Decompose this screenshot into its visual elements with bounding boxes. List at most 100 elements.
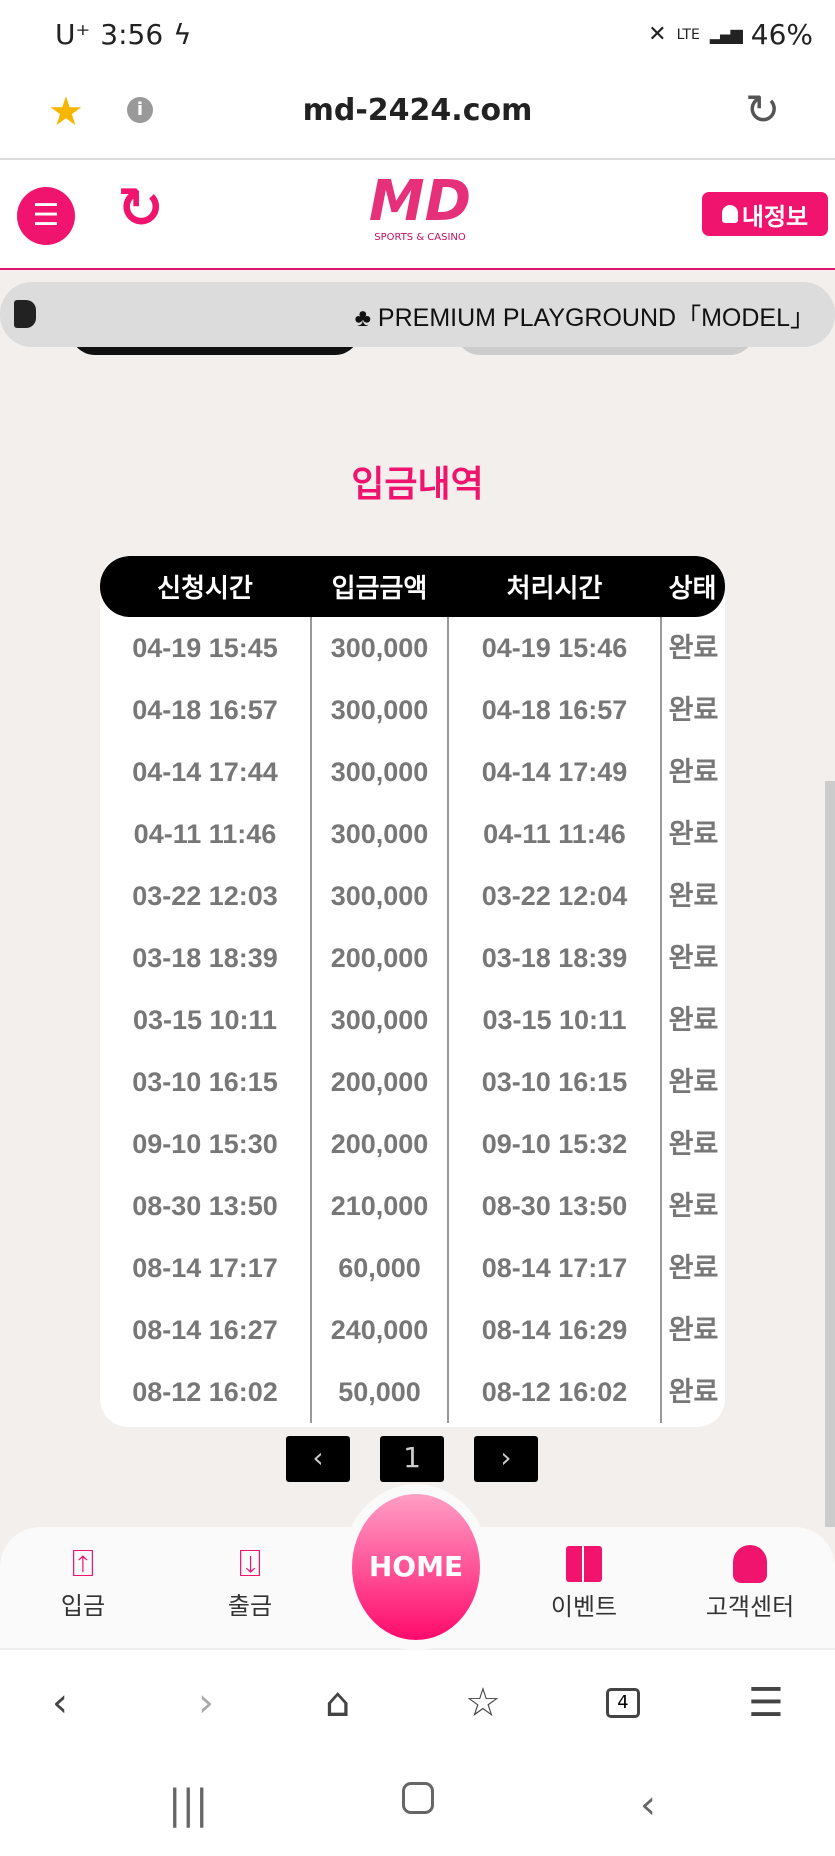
status: 완료 (660, 1051, 725, 1113)
status: 완료 (660, 1175, 725, 1237)
table-row: 03-15 10:11 300,000 03-15 10:11 완료 (100, 989, 725, 1051)
site-header: ☰ ↻ MD SPORTS & CASINO 내정보 (0, 160, 835, 270)
reload-icon[interactable]: ↻ (745, 85, 781, 134)
request-time: 08-12 16:02 (132, 1376, 278, 1407)
processed-time: 09-10 15:32 (481, 1128, 628, 1159)
column-header: 처리시간 (506, 574, 603, 604)
amount: 300,000 (310, 865, 449, 927)
table-row: 08-14 16:27 240,000 08-14 16:29 완료 (100, 1299, 725, 1361)
amount: 300,000 (310, 679, 449, 741)
request-time: 08-14 17:17 (132, 1252, 278, 1283)
gift-icon (524, 1541, 644, 1587)
table-row: 04-18 16:57 300,000 04-18 16:57 완료 (100, 679, 725, 741)
table-row: 03-10 16:15 200,000 03-10 16:15 완료 (100, 1051, 725, 1113)
home-icon[interactable]: ⌂ (325, 1680, 351, 1726)
my-info-button[interactable]: 내정보 (702, 192, 828, 236)
menu-icon[interactable]: ☰ (748, 1680, 784, 1726)
table-row: 04-19 15:45 300,000 04-19 15:46 완료 (100, 617, 725, 679)
amount: 300,000 (310, 989, 449, 1051)
request-time: 08-14 16:27 (132, 1314, 278, 1345)
table-row: 04-14 17:44 300,000 04-14 17:49 완료 (100, 741, 725, 803)
browser-url-bar: ★ i md-2424.com ↻ (0, 71, 835, 160)
table-row: 04-11 11:46 300,000 04-11 11:46 완료 (100, 803, 725, 865)
page-1-button[interactable]: 1 (380, 1436, 444, 1482)
status: 완료 (660, 927, 725, 989)
processed-time: 04-18 16:57 (481, 694, 628, 725)
deposit-icon: ⍐ (71, 1541, 95, 1585)
request-time: 03-15 10:11 (132, 1004, 278, 1035)
amount: 200,000 (310, 1113, 449, 1175)
mute-icon: ✕ (648, 22, 667, 47)
processed-time: 03-18 18:39 (481, 942, 628, 973)
bookmarks-icon[interactable]: ☆ (465, 1680, 501, 1726)
amount: 210,000 (310, 1175, 449, 1237)
star-icon[interactable]: ★ (48, 89, 84, 135)
status: 완료 (660, 1237, 725, 1299)
request-time: 04-19 15:45 (132, 632, 278, 663)
processed-time: 08-30 13:50 (481, 1190, 628, 1221)
amount: 240,000 (310, 1299, 449, 1361)
request-time: 04-11 11:46 (133, 818, 277, 849)
prev-page-button[interactable]: ‹ (286, 1436, 350, 1482)
forward-icon[interactable]: › (198, 1680, 214, 1726)
nav-deposit[interactable]: ⍐ 입금 (23, 1541, 143, 1621)
battery-level: 46% (750, 18, 813, 51)
status: 완료 (660, 989, 725, 1051)
home-nav-icon[interactable] (402, 1782, 434, 1814)
status: 완료 (660, 803, 725, 865)
processed-time: 08-12 16:02 (481, 1376, 628, 1407)
notice-ticker: ♣ PREMIUM PLAYGROUND「MODEL」 (0, 282, 835, 347)
processed-time: 03-22 12:04 (481, 880, 628, 911)
column-header: 상태 (668, 574, 717, 604)
url-text[interactable]: md-2424.com (302, 93, 533, 128)
ticker-text: ♣ PREMIUM PLAYGROUND「MODEL」 (354, 304, 815, 332)
support-agent-icon (690, 1541, 810, 1587)
logo[interactable]: MD SPORTS & CASINO (368, 169, 472, 244)
processed-time: 03-10 16:15 (481, 1066, 628, 1097)
table-row: 08-14 17:17 60,000 08-14 17:17 완료 (100, 1237, 725, 1299)
browser-toolbar: ‹ › ⌂ ☆ 4 ☰ (0, 1648, 835, 1752)
time: 3:56 (100, 18, 164, 51)
request-time: 08-30 13:50 (132, 1190, 278, 1221)
processed-time: 04-19 15:46 (481, 632, 628, 663)
info-icon[interactable]: i (127, 97, 153, 123)
nav-withdraw[interactable]: ⍗ 출금 (190, 1541, 310, 1621)
back-icon[interactable]: ‹ (52, 1680, 68, 1726)
back-nav-icon[interactable]: ‹ (640, 1782, 656, 1828)
table-row: 08-30 13:50 210,000 08-30 13:50 완료 (100, 1175, 725, 1237)
request-time: 09-10 15:30 (132, 1128, 278, 1159)
home-button[interactable]: HOME (352, 1494, 480, 1640)
table-body: 04-19 15:45 300,000 04-19 15:46 완료 04-18 16:… (100, 617, 725, 1423)
table-header: 신청시간 입금금액 처리시간 상태 (100, 556, 725, 617)
user-icon (721, 205, 738, 223)
status: 완료 (660, 1113, 725, 1175)
megaphone-icon (14, 300, 36, 328)
page-title: 입금내역 (351, 464, 484, 505)
table-row: 03-18 18:39 200,000 03-18 18:39 완료 (100, 927, 725, 989)
amount: 300,000 (310, 803, 449, 865)
nav-event[interactable]: 이벤트 (524, 1541, 644, 1622)
scrollbar[interactable] (825, 781, 835, 1527)
processed-time: 08-14 16:29 (481, 1314, 628, 1345)
menu-icon[interactable]: ☰ (17, 187, 75, 245)
table-row: 09-10 15:30 200,000 09-10 15:32 완료 (100, 1113, 725, 1175)
signal-icon: ▂▄▆ (709, 25, 743, 44)
column-header: 신청시간 (157, 574, 253, 604)
recent-apps-icon[interactable]: ||| (168, 1782, 209, 1828)
table-row: 08-12 16:02 50,000 08-12 16:02 완료 (100, 1361, 725, 1423)
request-time: 03-22 12:03 (132, 880, 278, 911)
nav-support[interactable]: 고객센터 (690, 1541, 810, 1622)
status-left: U⁺ 3:56 ϟ (55, 18, 192, 51)
amount: 60,000 (310, 1237, 449, 1299)
request-time: 03-10 16:15 (132, 1066, 278, 1097)
amount: 300,000 (310, 741, 449, 803)
table-row: 03-22 12:03 300,000 03-22 12:04 완료 (100, 865, 725, 927)
refresh-icon[interactable]: ↻ (117, 176, 164, 241)
next-page-button[interactable]: › (474, 1436, 538, 1482)
status: 완료 (660, 865, 725, 927)
request-time: 04-18 16:57 (132, 694, 278, 725)
status: 완료 (660, 1361, 725, 1423)
tabs-icon[interactable]: 4 (606, 1688, 640, 1718)
processed-time: 08-14 17:17 (481, 1252, 628, 1283)
status: 완료 (660, 741, 725, 803)
